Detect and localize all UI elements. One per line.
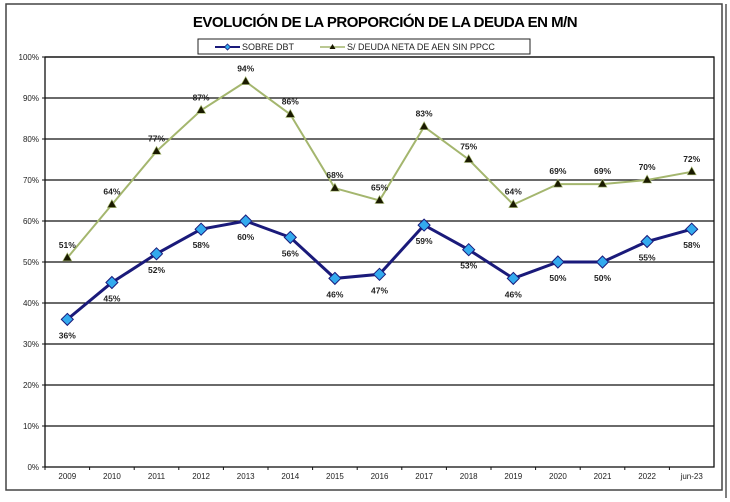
data-label: 77% — [148, 133, 165, 143]
data-label: 69% — [594, 166, 611, 176]
data-point-diamond — [149, 247, 164, 261]
x-tick-label: 2020 — [549, 472, 567, 481]
data-point-diamond — [60, 312, 75, 327]
data-label: 56% — [282, 248, 299, 258]
chart-frame — [5, 3, 723, 491]
data-point-triangle — [597, 178, 608, 188]
data-label: 58% — [683, 240, 700, 250]
data-point-diamond — [595, 255, 610, 269]
data-point-triangle — [240, 75, 251, 85]
y-tick-label: 80% — [23, 135, 39, 144]
data-point-triangle — [151, 145, 162, 155]
data-point-diamond — [551, 255, 565, 269]
data-label: 46% — [505, 289, 522, 299]
data-point-diamond — [194, 222, 208, 236]
legend-label-deuda-neta: S/ DEUDA NETA DE AEN SIN PPCC — [347, 42, 495, 52]
y-tick-label: 60% — [23, 217, 39, 226]
x-tick-label: 2021 — [594, 472, 612, 481]
data-point-triangle — [508, 198, 519, 208]
x-tick-label: 2009 — [58, 472, 76, 481]
data-point-triangle — [196, 104, 207, 114]
data-label: 52% — [148, 265, 165, 275]
data-label: 72% — [683, 154, 700, 164]
x-tick-label: 2019 — [504, 472, 522, 481]
data-point-diamond — [684, 222, 699, 236]
legend-triangle-icon — [329, 44, 336, 49]
x-tick-label: 2014 — [281, 472, 299, 481]
data-point-triangle — [552, 178, 563, 188]
data-point-triangle — [285, 108, 296, 118]
y-tick-label: 30% — [23, 340, 39, 349]
data-point-triangle — [686, 166, 697, 176]
data-label: 70% — [639, 162, 656, 172]
data-label: 59% — [416, 236, 433, 246]
data-point-triangle — [419, 121, 430, 130]
data-point-triangle — [62, 252, 73, 262]
data-label: 45% — [103, 294, 120, 304]
data-label: 69% — [549, 166, 566, 176]
y-tick-label: 0% — [27, 463, 39, 472]
data-label: 58% — [193, 240, 210, 250]
data-point-triangle — [642, 174, 653, 184]
data-label: 46% — [326, 289, 343, 299]
legend: SOBRE DBT S/ DEUDA NETA DE AEN SIN PPCC — [197, 38, 531, 55]
x-tick-label: 2018 — [460, 472, 478, 481]
data-label: 55% — [639, 253, 656, 263]
data-label: 68% — [326, 170, 343, 180]
y-tick-label: 100% — [19, 53, 39, 62]
data-label: 36% — [59, 330, 76, 340]
x-tick-label: 2013 — [237, 472, 255, 481]
data-label: 50% — [549, 273, 566, 283]
data-label: 87% — [193, 92, 210, 102]
data-label: 51% — [59, 240, 76, 250]
data-label: 94% — [237, 64, 254, 74]
axes: 0% 10% 20% 30% 40% 50% 60% 70% 80% 90% 100% 2009 201… — [19, 53, 715, 481]
data-point-triangle — [374, 194, 385, 204]
x-tick-label: 2022 — [638, 472, 656, 481]
data-label: 47% — [371, 285, 388, 295]
x-tick-label: 2010 — [103, 472, 121, 481]
data-label: 83% — [416, 109, 433, 119]
data-point-triangle — [329, 182, 340, 192]
data-label: 65% — [371, 183, 388, 193]
data-point-diamond — [328, 271, 342, 286]
data-point-diamond — [372, 267, 387, 282]
y-tick-label: 90% — [23, 94, 39, 103]
data-point-diamond — [105, 275, 119, 290]
data-point-diamond — [283, 230, 298, 245]
data-point-diamond — [238, 214, 253, 228]
data-point-diamond — [640, 234, 654, 249]
chart-title: EVOLUCIÓN DE LA PROPORCIÓN DE LA DEUDA E… — [193, 13, 577, 31]
legend-diamond-icon — [223, 43, 232, 51]
data-point-diamond — [506, 271, 521, 286]
legend-box — [197, 38, 531, 55]
y-tick-label: 50% — [23, 258, 39, 267]
data-point-triangle — [463, 153, 474, 163]
x-tick-label: jun-23 — [680, 472, 704, 481]
y-tick-label: 20% — [23, 381, 39, 390]
y-tick-label: 70% — [23, 176, 39, 185]
data-point-diamond — [461, 242, 476, 257]
y-tick-label: 40% — [23, 299, 39, 308]
data-label: 64% — [505, 187, 522, 197]
data-point-diamond — [417, 218, 431, 232]
x-tick-label: 2012 — [192, 472, 210, 481]
plot-area — [44, 56, 715, 468]
data-point-triangle — [106, 198, 117, 208]
legend-label-sobre-dbt: SOBRE DBT — [242, 42, 295, 52]
x-tick-label: 2017 — [415, 472, 433, 481]
data-label: 60% — [237, 232, 254, 242]
data-label: 86% — [282, 96, 299, 106]
series: 36% 45% 52% 58% 60% 56% 46% 47% 59% 53% 46% 50% 50% 5… — [59, 64, 701, 341]
data-label: 50% — [594, 273, 611, 283]
x-tick-label: 2016 — [371, 472, 389, 481]
x-tick-label: 2015 — [326, 472, 344, 481]
y-tick-label: 10% — [23, 422, 39, 431]
x-tick-label: 2011 — [148, 472, 166, 481]
data-label: 53% — [460, 261, 477, 271]
data-label: 64% — [103, 187, 120, 197]
data-label: 75% — [460, 142, 477, 152]
